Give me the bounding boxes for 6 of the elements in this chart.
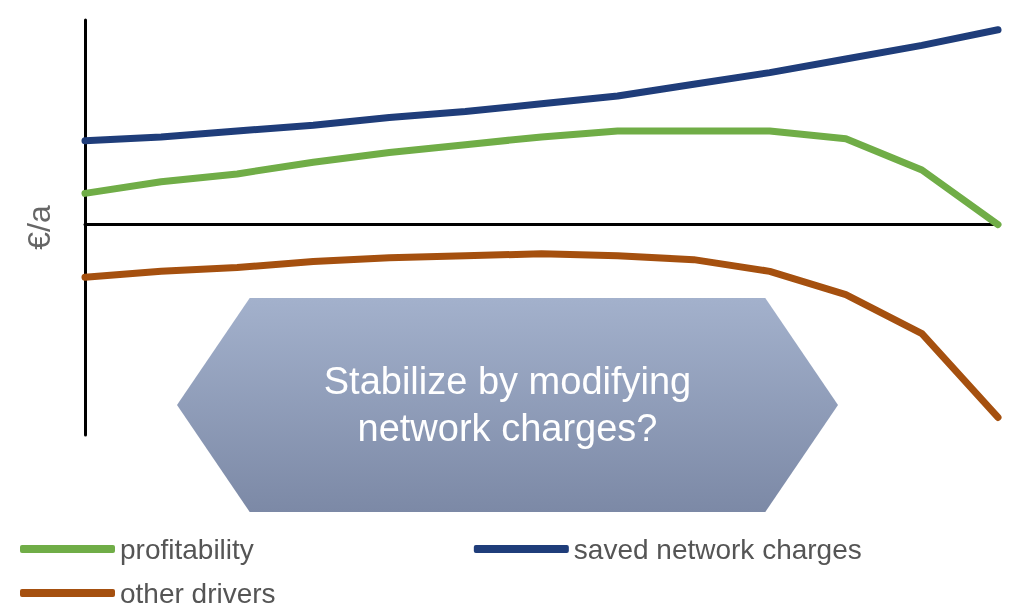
legend-label: profitability	[120, 533, 254, 565]
y-axis-title: €/a	[21, 205, 57, 250]
legend-label: other drivers	[120, 577, 276, 609]
legend-label: saved network charges	[573, 533, 862, 565]
annotation: Stabilize by modifying network charges?	[322, 358, 693, 451]
hexagon-callout: Stabilize by modifying network charges?	[177, 298, 838, 512]
